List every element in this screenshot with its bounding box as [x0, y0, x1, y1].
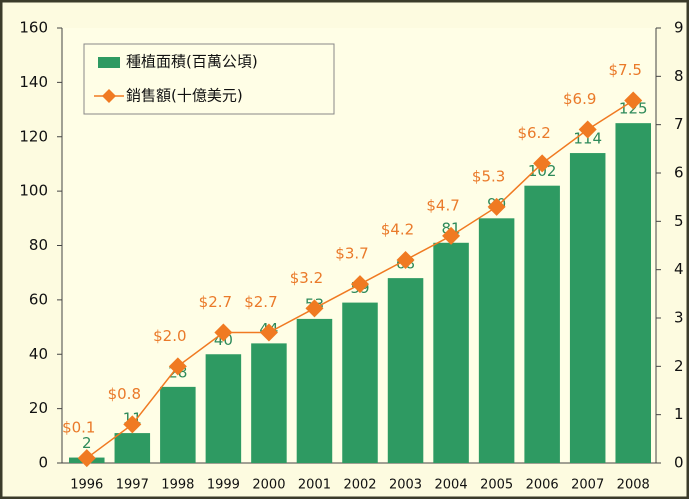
line-value-label: $2.7	[199, 293, 232, 311]
bar	[251, 343, 287, 463]
x-tick-label: 2006	[526, 478, 559, 493]
y2-tick-label: 6	[674, 164, 684, 182]
y2-tick-label: 9	[674, 19, 684, 37]
line-value-label: $0.1	[62, 419, 95, 437]
x-tick-label: 1996	[70, 478, 103, 493]
y-tick-label: 160	[19, 19, 48, 37]
x-tick-label: 1998	[161, 478, 194, 493]
y-tick-label: 80	[29, 236, 48, 254]
bar	[479, 218, 515, 463]
x-tick-label: 1999	[207, 478, 240, 493]
y-tick-label: 0	[38, 454, 48, 472]
bar	[615, 123, 651, 463]
y-tick-label: 140	[19, 73, 48, 91]
bar	[342, 303, 378, 463]
y2-tick-label: 1	[674, 405, 684, 423]
y-tick-label: 100	[19, 182, 48, 200]
y2-tick-label: 8	[674, 67, 684, 85]
y-tick-label: 40	[29, 345, 48, 363]
y2-tick-label: 5	[674, 212, 684, 230]
x-tick-label: 2002	[343, 478, 376, 493]
y-tick-label: 20	[29, 399, 48, 417]
legend-label: 種植面積(百萬公頃)	[126, 53, 258, 71]
y-tick-label: 120	[19, 127, 48, 145]
legend-label: 銷售額(十億美元)	[126, 87, 243, 105]
line-value-label: $7.5	[609, 61, 642, 79]
y2-tick-label: 4	[674, 260, 684, 278]
y2-tick-label: 2	[674, 357, 684, 375]
x-tick-label: 2005	[480, 478, 513, 493]
line-value-label: $2.7	[244, 293, 277, 311]
bar	[388, 278, 424, 463]
y2-tick-label: 7	[674, 115, 684, 133]
bar	[433, 243, 469, 463]
x-tick-label: 2008	[617, 478, 650, 493]
bar	[160, 387, 196, 463]
bar	[524, 186, 560, 463]
line-value-label: $5.3	[472, 167, 505, 185]
line-value-label: $4.7	[426, 196, 459, 214]
bar	[206, 354, 242, 463]
line-value-label: $6.9	[563, 90, 596, 108]
x-tick-label: 2007	[571, 478, 604, 493]
x-tick-label: 2000	[252, 478, 285, 493]
bar	[115, 433, 151, 463]
line-value-label: $3.2	[290, 269, 323, 287]
bar	[297, 319, 333, 463]
line-value-label: $6.2	[517, 124, 550, 142]
chart: 0 20 40 60 80 100 120 140 160 0 1 2 3 4 5 6 7 8 9 1996 1997 1…	[0, 0, 689, 499]
line-value-label: $4.2	[381, 221, 414, 239]
bar	[570, 153, 606, 463]
x-tick-label: 2004	[435, 478, 468, 493]
y2-tick-label: 0	[674, 454, 684, 472]
x-tick-label: 2001	[298, 478, 331, 493]
x-tick-label: 1997	[116, 478, 149, 493]
line-value-label: $2.0	[153, 327, 186, 345]
line-value-label: $0.8	[108, 385, 141, 403]
x-tick-label: 2003	[389, 478, 422, 493]
line-value-label: $3.7	[335, 245, 368, 263]
y-tick-label: 60	[29, 290, 48, 308]
legend-swatch	[98, 57, 120, 68]
page: {"chart_data": {"type": "bar", "categori…	[0, 0, 689, 499]
y2-tick-label: 3	[674, 309, 684, 327]
